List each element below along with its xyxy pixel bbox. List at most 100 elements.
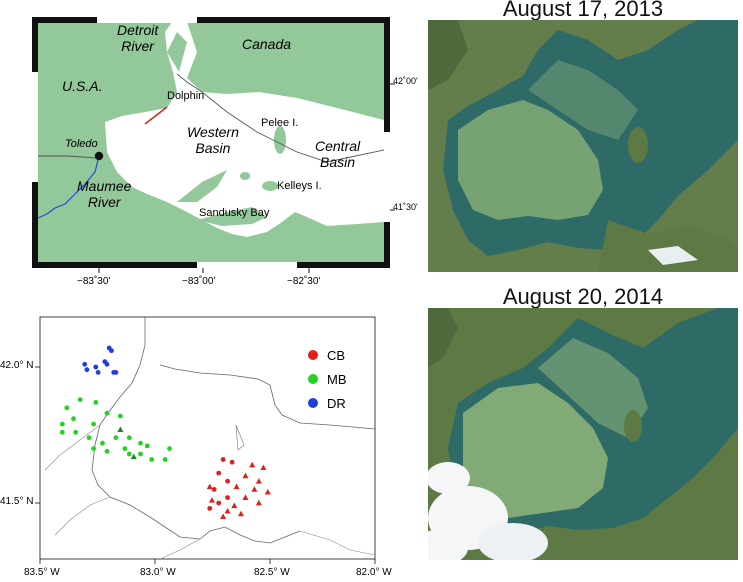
map-ticks	[98, 83, 395, 273]
lon-tick-8230: −82˚30'	[287, 276, 321, 287]
station-map-frame	[39, 316, 376, 560]
cb-triangle-station-7	[242, 494, 249, 500]
maumee-river	[37, 155, 100, 219]
map-graticule-border	[32, 17, 390, 268]
cb-station-0	[220, 457, 226, 462]
toledo-label: Toledo	[65, 138, 98, 150]
satellite-svg-2013	[428, 20, 738, 272]
usa-label: U.S.A.	[62, 78, 103, 94]
mb-station-6	[71, 416, 76, 422]
dr-station-6	[82, 361, 88, 367]
lat-label-42: 42.0° N	[0, 360, 34, 371]
western-basin-label: Western Basin	[187, 124, 239, 156]
mb-station-21	[162, 457, 168, 462]
satellite-caption-2014: August 20, 2014	[502, 284, 664, 309]
pelee-label: Pelee I.	[261, 117, 299, 129]
dolphin-label: Dolphin	[167, 90, 205, 102]
cb-triangle-station-4	[233, 483, 240, 490]
maumee-river-label: Maumee River	[77, 178, 132, 210]
mb-station-16	[104, 448, 110, 454]
legend: CB MB DR	[308, 343, 347, 415]
dr-station-4	[93, 364, 99, 370]
reference-map: Detroit River Canada U.S.A. Dolphin West…	[27, 12, 418, 292]
mb-station-0	[64, 405, 70, 411]
cb-triangle-station-6	[264, 488, 271, 495]
lon-tick-8300: −83˚00'	[182, 276, 216, 287]
lon-label-820: 82.0° W	[356, 567, 392, 578]
legend-swatch-cb	[308, 350, 318, 360]
sandusky-bay-label: Sandusky Bay	[199, 207, 270, 219]
satellite-svg-2014	[428, 308, 738, 560]
dr-station-5	[84, 367, 90, 373]
legend-label-dr: DR	[327, 395, 346, 411]
legend-swatch-mb	[308, 374, 318, 384]
mb-station-15	[91, 446, 96, 451]
cb-triangle-station-12	[220, 513, 227, 519]
cb-station-7	[207, 506, 213, 511]
kelleys-island	[262, 181, 278, 191]
mb-triangle-station-0	[117, 426, 124, 432]
reference-map-svg	[27, 12, 403, 292]
legend-swatch-dr	[308, 398, 318, 408]
mb-station-2	[93, 400, 99, 405]
cb-station-6	[216, 500, 222, 506]
dr-station-1	[109, 348, 114, 354]
mb-station-8	[73, 429, 79, 435]
lon-label-835: 83.5° W	[24, 567, 60, 578]
dr-station-9	[95, 370, 101, 375]
mb-station-12	[113, 435, 119, 441]
mb-station-17	[122, 446, 128, 451]
lat-label-415: 41.5° N	[0, 496, 34, 507]
mb-station-13	[126, 435, 132, 441]
mb-station-5	[91, 421, 96, 427]
dr-station-8	[113, 370, 119, 375]
dr-station-3	[104, 361, 110, 367]
mb-station-18	[138, 451, 143, 457]
cb-triangle-station-14	[238, 510, 244, 517]
mb-station-10	[86, 435, 92, 441]
mb-station-1	[77, 397, 83, 402]
satellite-caption-2013: August 17, 2013	[502, 0, 664, 21]
cb-station-5	[225, 495, 231, 500]
mb-triangle-station-1	[130, 453, 137, 460]
mb-station-11	[100, 440, 105, 446]
mb-station-4	[118, 413, 123, 419]
satellite-image-2013	[428, 20, 738, 272]
cb-station-4	[211, 487, 217, 492]
station-map-ticks	[35, 366, 376, 564]
lat-tick-42: 42˚00'	[393, 76, 418, 86]
lon-tick-8330: −83˚30'	[77, 276, 111, 287]
cb-triangle-station-2	[242, 472, 249, 479]
lon-label-825: 82.5° W	[254, 567, 290, 578]
station-points	[59, 345, 271, 519]
mb-station-22	[144, 443, 150, 449]
legend-item-mb: MB	[308, 367, 347, 391]
international-boundary	[176, 73, 385, 163]
shoreline	[91, 317, 376, 544]
cb-triangle-station-8	[255, 499, 262, 506]
cb-triangle-station-5	[251, 486, 258, 492]
cb-triangle-station-13	[206, 483, 213, 490]
cb-triangle-station-1	[260, 464, 267, 471]
pelee-outline	[235, 424, 245, 451]
toledo-marker	[94, 151, 104, 161]
cb-station-1	[229, 459, 235, 465]
kelleys-label: Kelleys I.	[277, 180, 322, 192]
station-map-svg	[35, 316, 376, 564]
lake-erie-water	[105, 22, 384, 237]
legend-label-cb: CB	[327, 347, 346, 363]
central-basin-label: Central Basin	[315, 138, 361, 170]
mb-station-3	[104, 410, 110, 416]
satellite-image-2014	[428, 308, 738, 560]
mb-station-7	[59, 421, 65, 427]
detroit-river-label: Detroit River	[117, 22, 159, 54]
mb-station-20	[167, 446, 172, 451]
legend-label-mb: MB	[327, 371, 347, 387]
cb-triangle-station-3	[255, 478, 262, 484]
legend-item-dr: DR	[308, 391, 347, 415]
cb-triangle-station-10	[208, 497, 215, 503]
cb-triangle-station-11	[224, 507, 231, 514]
lat-tick-4130: 41˚30'	[393, 202, 418, 212]
cb-triangle-station-0	[249, 461, 256, 468]
mb-station-14	[138, 440, 143, 446]
